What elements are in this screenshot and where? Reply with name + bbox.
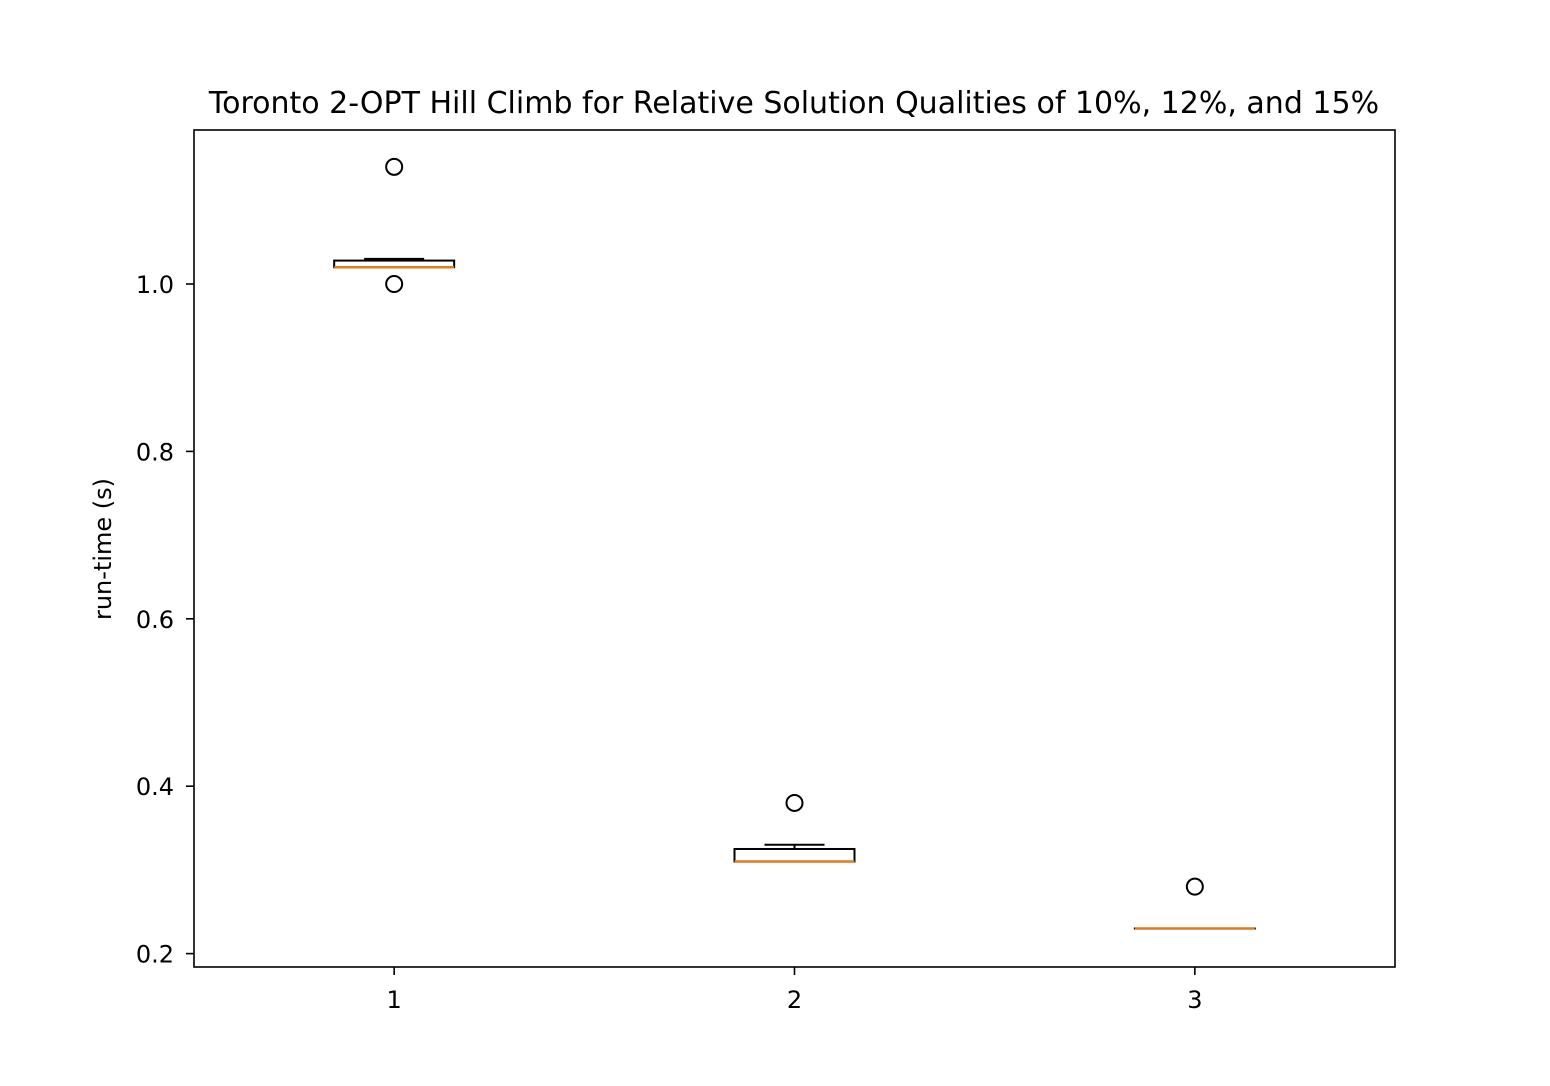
box-1: [333, 157, 456, 294]
y-axis-label: run-time (s): [89, 478, 117, 620]
x-tick-label: 3: [1187, 986, 1202, 1014]
y-tick-label: 1.0: [136, 271, 174, 299]
chart-title: Toronto 2-OPT Hill Climb for Relative So…: [208, 86, 1379, 121]
box-3: [1133, 877, 1256, 930]
plot-area: [333, 157, 1256, 930]
y-axis: 0.2 0.4 0.6 0.8 1.0: [136, 271, 194, 969]
outlier-point: [385, 275, 404, 294]
y-tick-label: 0.2: [136, 941, 174, 969]
plot-frame: [193, 129, 1396, 968]
y-tick-label: 0.4: [136, 773, 174, 801]
x-tick-label: 1: [387, 986, 402, 1014]
y-tick-label: 0.8: [136, 438, 174, 466]
x-tick-label: 2: [787, 986, 802, 1014]
x-axis: 1 2 3: [387, 967, 1202, 1014]
outlier-point: [785, 793, 804, 812]
y-tick-label: 0.6: [136, 606, 174, 634]
box-iqr: [733, 847, 856, 863]
outlier-point: [385, 157, 404, 176]
outlier-point: [1185, 877, 1204, 896]
box-2: [733, 793, 856, 863]
